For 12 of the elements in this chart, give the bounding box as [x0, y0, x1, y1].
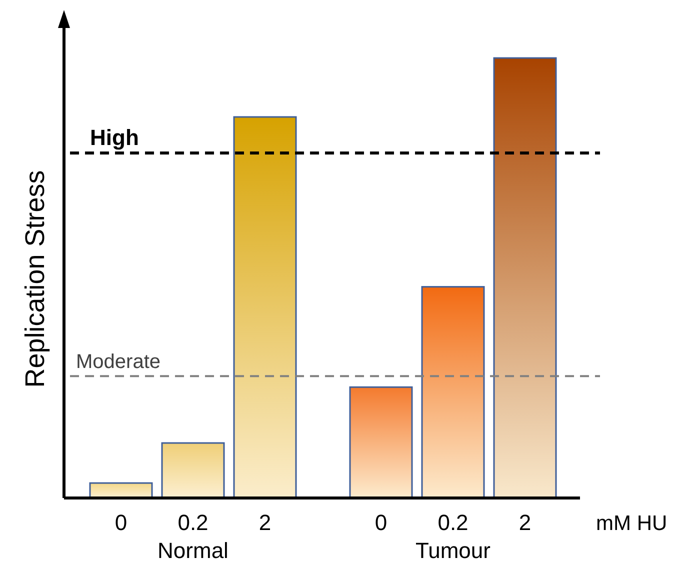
x-tick-label: 2 [258, 510, 272, 535]
x-tick-label: 0.2 [178, 510, 208, 535]
x-tick-label: 0 [374, 510, 388, 535]
ref-line-label: Moderate [76, 351, 160, 374]
x-tick-label: 0.2 [438, 510, 468, 535]
x-axis-title: mM HU [596, 512, 668, 535]
x-tick-label: 0 [114, 510, 128, 535]
ref-line-label: High [90, 125, 139, 150]
y-axis-title: Replication Stress [20, 170, 50, 388]
text: Normal [158, 538, 228, 563]
text: Tumour [416, 538, 490, 563]
x-tick-label: 2 [518, 510, 532, 535]
